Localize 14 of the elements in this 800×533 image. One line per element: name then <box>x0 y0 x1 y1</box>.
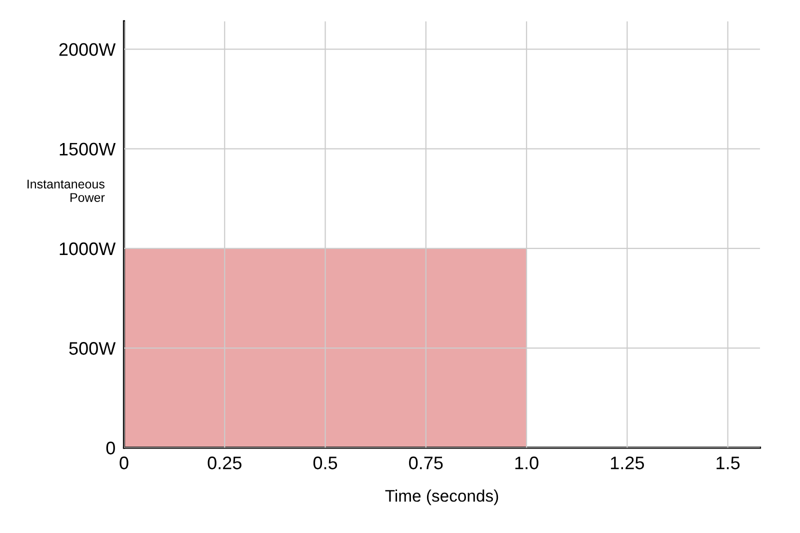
x-tick-label: 1.5 <box>716 456 740 470</box>
y-tick-label: 500W <box>69 342 116 355</box>
y-tick-label: 1000W <box>60 242 116 256</box>
y-tick-label: 2000W <box>59 43 116 56</box>
x-tick-label: 0 <box>120 456 128 470</box>
x-tick-label: 0.75 <box>409 456 443 470</box>
y-tick-label: 0 <box>106 442 115 454</box>
x-axis-title: Time (seconds) <box>385 490 498 506</box>
x-tick-label: 0.25 <box>208 456 242 470</box>
y-axis-title: Instantaneous Power <box>28 180 105 202</box>
x-tick-label: 1.0 <box>515 456 538 470</box>
x-tick-label: 1.25 <box>610 456 644 470</box>
x-tick-label: 0.5 <box>313 456 338 470</box>
y-tick-label: 1500W <box>60 142 116 156</box>
